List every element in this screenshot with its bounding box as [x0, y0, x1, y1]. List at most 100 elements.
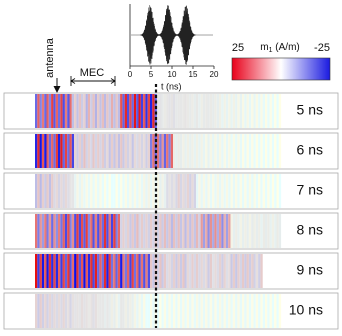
- stripe: [104, 94, 107, 128]
- stripe: [271, 174, 275, 208]
- stripe: [85, 294, 88, 328]
- row-label: 10 ns: [289, 302, 323, 318]
- stripe: [235, 294, 238, 328]
- stripe: [58, 294, 61, 328]
- stripe: [242, 134, 245, 168]
- stripe: [166, 294, 169, 328]
- stripe: [120, 174, 123, 208]
- stripe: [147, 294, 150, 328]
- stripe: [113, 214, 116, 248]
- stripe: [212, 94, 215, 128]
- stripe: [78, 254, 81, 288]
- stripe: [228, 254, 231, 288]
- stripe: [242, 294, 245, 328]
- row-label: 8 ns: [297, 222, 323, 238]
- stripe: [147, 214, 150, 248]
- stripe: [166, 174, 169, 208]
- stripe: [69, 254, 72, 288]
- stripe: [58, 214, 61, 248]
- stripe: [232, 214, 236, 248]
- stripe: [196, 174, 199, 208]
- stripe: [113, 134, 116, 168]
- stripe: [39, 214, 42, 248]
- stripe: [115, 294, 118, 328]
- stripe: [106, 254, 109, 288]
- stripe: [76, 174, 79, 208]
- stripe: [106, 174, 109, 208]
- stripe: [219, 294, 222, 328]
- stripe: [228, 174, 231, 208]
- stripe: [120, 94, 123, 128]
- stripe: [189, 294, 192, 328]
- stripe: [124, 134, 127, 168]
- inset-tick-label: 15: [189, 70, 198, 79]
- stripe: [207, 294, 210, 328]
- stripe: [44, 94, 47, 128]
- stripe: [53, 214, 56, 248]
- stripe: [242, 254, 245, 288]
- stripe: [209, 254, 213, 288]
- stripe: [143, 254, 146, 288]
- stripe: [39, 254, 42, 288]
- stripe: [58, 94, 61, 128]
- stripe: [108, 94, 111, 128]
- stripe: [189, 214, 192, 248]
- stripe: [253, 254, 256, 288]
- stripe: [35, 294, 38, 328]
- stripe: [44, 174, 47, 208]
- stripe: [202, 174, 206, 208]
- waveform: [131, 5, 213, 65]
- stripe: [46, 294, 49, 328]
- stripe: [244, 94, 247, 128]
- stripe: [177, 214, 180, 248]
- stripe: [216, 294, 219, 328]
- stripe: [221, 214, 224, 248]
- stripe: [143, 294, 146, 328]
- stripe: [212, 294, 215, 328]
- stripe: [83, 174, 86, 208]
- stripe: [212, 134, 215, 168]
- stripe: [184, 174, 187, 208]
- stripe: [248, 94, 252, 128]
- stripe: [108, 134, 111, 168]
- stripe: [248, 214, 252, 248]
- stripe: [131, 174, 134, 208]
- stripe: [90, 254, 93, 288]
- stripe: [251, 294, 254, 328]
- stripe: [276, 214, 279, 248]
- stripe: [122, 134, 125, 168]
- stripe: [113, 294, 116, 328]
- stripe: [74, 134, 77, 168]
- stripe: [74, 174, 77, 208]
- stripe: [117, 134, 121, 168]
- stripe: [37, 254, 40, 288]
- stripe: [198, 214, 201, 248]
- stripe: [225, 94, 229, 128]
- stripe: [39, 134, 42, 168]
- stripe: [101, 94, 104, 128]
- row: 6 ns: [3, 132, 339, 170]
- stripe: [78, 174, 81, 208]
- stripe: [62, 94, 65, 128]
- stripe: [186, 174, 190, 208]
- inset-x-label: t (ns): [161, 81, 182, 91]
- stripe: [110, 254, 114, 288]
- stripe: [97, 94, 100, 128]
- stripe: [276, 294, 279, 328]
- stripe: [90, 294, 93, 328]
- stripe: [202, 214, 206, 248]
- stripe: [104, 134, 107, 168]
- stripe: [258, 134, 261, 168]
- stripe: [170, 294, 173, 328]
- stripe: [205, 174, 208, 208]
- stripe: [78, 134, 81, 168]
- stripe: [154, 214, 157, 248]
- stripe: [251, 174, 254, 208]
- stripe: [143, 174, 146, 208]
- stripe: [209, 214, 213, 248]
- stripe: [133, 94, 137, 128]
- stripe: [87, 134, 91, 168]
- stripe: [55, 174, 58, 208]
- stripe: [76, 94, 79, 128]
- stripe: [51, 214, 54, 248]
